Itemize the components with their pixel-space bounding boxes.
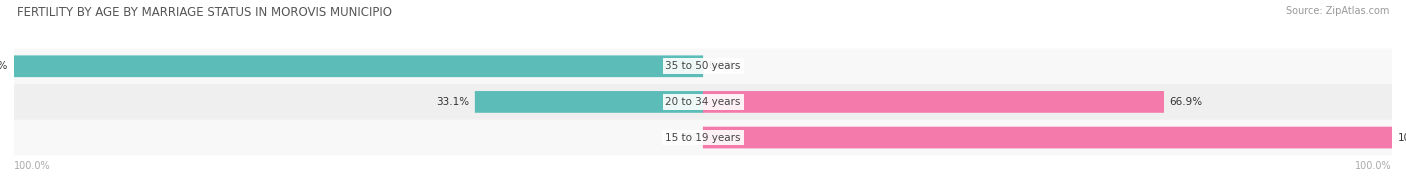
Text: 100.0%: 100.0%	[14, 161, 51, 171]
Text: Source: ZipAtlas.com: Source: ZipAtlas.com	[1285, 6, 1389, 16]
FancyBboxPatch shape	[14, 55, 703, 77]
Text: 20 to 34 years: 20 to 34 years	[665, 97, 741, 107]
Text: 0.0%: 0.0%	[671, 132, 697, 142]
FancyBboxPatch shape	[703, 127, 1392, 148]
FancyBboxPatch shape	[14, 120, 1392, 155]
Text: 15 to 19 years: 15 to 19 years	[665, 132, 741, 142]
Text: 35 to 50 years: 35 to 50 years	[665, 61, 741, 71]
Text: 100.0%: 100.0%	[0, 61, 8, 71]
FancyBboxPatch shape	[475, 91, 703, 113]
Text: 100.0%: 100.0%	[1398, 132, 1406, 142]
Text: 33.1%: 33.1%	[436, 97, 470, 107]
FancyBboxPatch shape	[14, 84, 1392, 120]
FancyBboxPatch shape	[703, 91, 1164, 113]
Text: FERTILITY BY AGE BY MARRIAGE STATUS IN MOROVIS MUNICIPIO: FERTILITY BY AGE BY MARRIAGE STATUS IN M…	[17, 6, 392, 19]
Text: 0.0%: 0.0%	[709, 61, 735, 71]
Text: 100.0%: 100.0%	[1355, 161, 1392, 171]
FancyBboxPatch shape	[14, 48, 1392, 84]
Text: 66.9%: 66.9%	[1170, 97, 1202, 107]
